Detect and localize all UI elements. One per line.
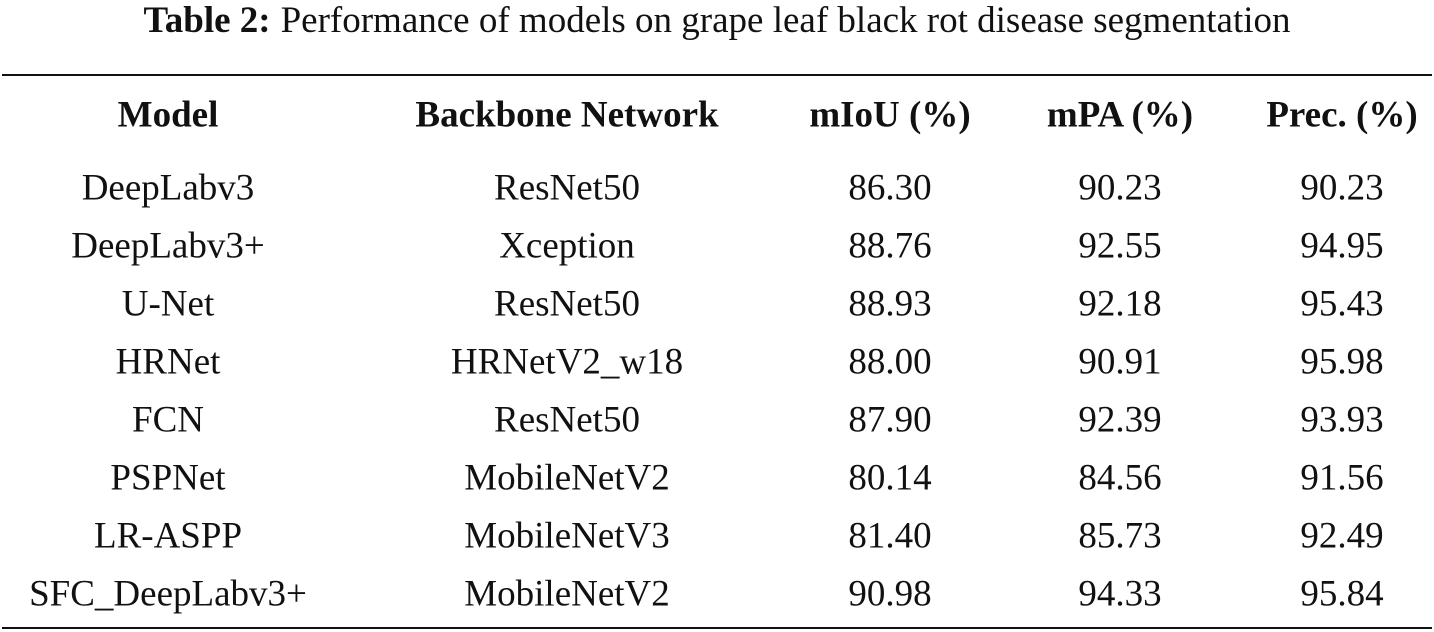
table-cell: 90.98	[848, 573, 932, 615]
table-cell: 88.93	[848, 283, 932, 325]
table-cell: 92.39	[1078, 399, 1162, 441]
table-cell: 92.49	[1300, 515, 1384, 557]
caption: Table 2: Performance of models on grape l…	[0, 0, 1434, 42]
table-cell: FCN	[132, 399, 204, 441]
table-cell: 95.43	[1300, 283, 1384, 325]
table-cell: U-Net	[121, 283, 215, 325]
table-cell: HRNet	[115, 341, 221, 383]
table-cell: 92.55	[1078, 225, 1162, 267]
table-cell: HRNetV2_w18	[450, 341, 684, 383]
table-cell: 92.18	[1078, 283, 1162, 325]
table-cell: 80.14	[848, 457, 932, 499]
table-cell: SFC_DeepLabv3+	[29, 573, 307, 615]
table-cell: ResNet50	[494, 283, 640, 325]
table-cell: PSPNet	[110, 457, 226, 499]
table-cell: DeepLabv3+	[71, 225, 265, 267]
table-cell: DeepLabv3	[81, 167, 255, 209]
header-cell: Backbone Network	[415, 94, 719, 136]
table-cell: 85.73	[1078, 515, 1162, 557]
table-cell: Xception	[499, 225, 635, 267]
table-cell: 86.30	[848, 167, 932, 209]
table-cell: 94.33	[1078, 573, 1162, 615]
caption-title: Performance of models on grape leaf blac…	[280, 0, 1291, 41]
table-cell: 90.23	[1300, 167, 1384, 209]
table-cell: 95.84	[1300, 573, 1384, 615]
caption-label: Table 2:	[143, 0, 271, 41]
table-cell: MobileNetV3	[464, 515, 670, 557]
table-cell: 90.91	[1078, 341, 1162, 383]
header-cell: mIoU (%)	[809, 94, 971, 136]
table-cell: 90.23	[1078, 167, 1162, 209]
table-cell: MobileNetV2	[464, 457, 670, 499]
table-cell: MobileNetV2	[464, 573, 670, 615]
bottom-rule	[2, 627, 1432, 629]
table-cell: ResNet50	[494, 399, 640, 441]
table-cell: 91.56	[1300, 457, 1384, 499]
table-cell: 95.98	[1300, 341, 1384, 383]
top-rule	[2, 74, 1432, 76]
table-cell: 81.40	[848, 515, 932, 557]
table-cell: 88.76	[848, 225, 932, 267]
table-cell: LR-ASPP	[93, 515, 243, 557]
table-cell: 94.95	[1300, 225, 1384, 267]
table-cell: 88.00	[848, 341, 932, 383]
table-cell: 93.93	[1300, 399, 1384, 441]
header-cell: Model	[117, 94, 219, 136]
table-cell: ResNet50	[494, 167, 640, 209]
table-cell: 87.90	[848, 399, 932, 441]
table-cell: 84.56	[1078, 457, 1162, 499]
header-cell: mPA (%)	[1046, 94, 1194, 136]
header-cell: Prec. (%)	[1266, 94, 1418, 136]
